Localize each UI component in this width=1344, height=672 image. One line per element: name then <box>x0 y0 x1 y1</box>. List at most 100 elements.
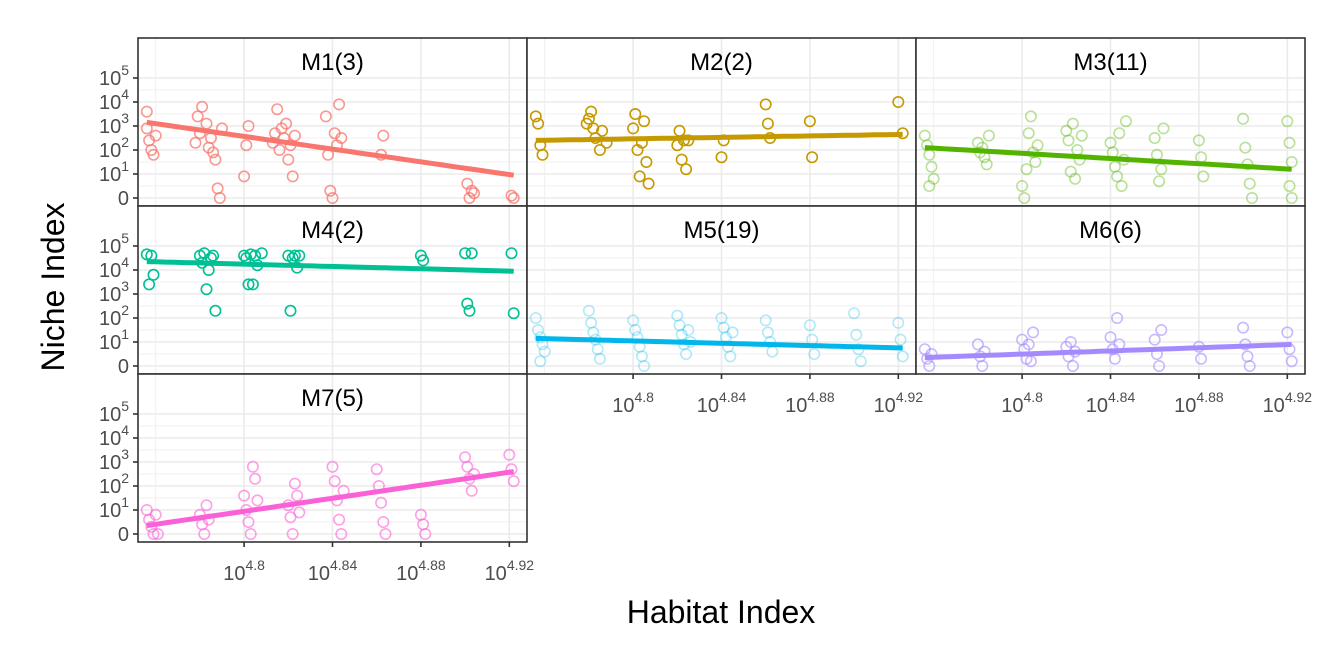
data-point <box>529 110 542 123</box>
fit-line <box>146 259 514 274</box>
data-point <box>582 304 595 317</box>
data-point <box>585 105 598 118</box>
data-point <box>291 489 304 502</box>
data-point <box>370 463 383 476</box>
facet-panel: M2(2) <box>526 37 917 207</box>
data-point <box>629 323 642 336</box>
data-point <box>1018 192 1031 205</box>
panel-label: M2(2) <box>690 49 753 76</box>
x-tick-label: 104.84 <box>697 389 747 417</box>
data-point <box>1115 180 1128 193</box>
data-point <box>1060 124 1073 137</box>
y-tick-label: 105 <box>99 230 129 258</box>
x-tick-label: 104.88 <box>785 389 835 417</box>
y-tick-label: 104 <box>99 422 129 450</box>
data-point <box>1066 117 1079 130</box>
data-point <box>1022 338 1035 351</box>
data-point <box>976 359 989 372</box>
data-point <box>627 314 640 327</box>
data-point <box>191 110 204 123</box>
data-point <box>1153 175 1166 188</box>
panel-label: M4(2) <box>301 217 364 244</box>
data-point <box>635 350 648 363</box>
data-point <box>1108 352 1121 365</box>
data-point <box>1069 172 1082 185</box>
data-point <box>585 316 598 329</box>
data-point <box>759 98 772 111</box>
data-point <box>507 307 520 320</box>
data-point <box>1283 136 1296 149</box>
data-point <box>532 117 545 130</box>
data-point <box>582 112 595 125</box>
data-point <box>379 527 392 540</box>
data-point <box>246 460 259 473</box>
data-point <box>140 105 153 118</box>
data-point <box>288 249 301 262</box>
data-point <box>255 247 268 260</box>
data-point <box>1246 192 1259 205</box>
data-point <box>1237 112 1250 125</box>
panel-label: M5(19) <box>683 217 759 244</box>
data-point <box>282 153 295 166</box>
data-point <box>591 343 604 356</box>
data-point <box>848 307 861 320</box>
data-point <box>1243 359 1256 372</box>
data-point <box>286 170 299 183</box>
data-point <box>1031 139 1044 152</box>
data-point <box>1157 122 1170 135</box>
data-point <box>1024 110 1037 123</box>
data-point <box>465 484 478 497</box>
data-point <box>633 170 646 183</box>
data-point <box>463 304 476 317</box>
x-tick-label: 104.92 <box>485 557 535 585</box>
data-point <box>923 359 936 372</box>
y-tick-label: 103 <box>99 278 129 306</box>
data-point <box>326 460 339 473</box>
fit-line <box>146 469 515 529</box>
data-point <box>1108 160 1121 173</box>
data-point <box>759 314 772 327</box>
x-tick-label: 104.88 <box>1174 389 1224 417</box>
data-point <box>503 448 516 461</box>
data-point <box>675 153 688 166</box>
data-point <box>335 132 348 145</box>
y-tick-label: 101 <box>99 158 129 186</box>
x-tick-label: 104.84 <box>1086 389 1136 417</box>
data-point <box>803 115 816 128</box>
y-tick-label: 105 <box>99 398 129 426</box>
data-point <box>213 192 226 205</box>
data-point <box>923 180 936 193</box>
data-point <box>209 153 222 166</box>
data-point <box>467 187 480 200</box>
data-point <box>200 283 213 296</box>
y-tick-label: 102 <box>99 470 129 498</box>
data-point <box>1022 127 1035 140</box>
data-point <box>240 139 253 152</box>
data-point <box>293 506 306 519</box>
data-point <box>894 333 907 346</box>
data-point <box>1148 132 1161 145</box>
data-point <box>461 460 474 473</box>
data-point <box>419 527 432 540</box>
data-point <box>854 355 867 368</box>
x-tick-label: 104.8 <box>612 389 654 417</box>
data-point <box>465 184 478 197</box>
data-point <box>280 117 293 130</box>
data-point <box>971 136 984 149</box>
data-point <box>249 472 262 485</box>
fit-line <box>535 335 903 351</box>
fit-line <box>924 145 1292 172</box>
data-point <box>629 108 642 121</box>
data-point <box>1016 180 1029 193</box>
data-point <box>1153 359 1166 372</box>
data-point <box>273 144 286 157</box>
y-axis-title: Niche Index <box>35 203 71 372</box>
y-tick-label: 103 <box>99 446 129 474</box>
data-point <box>671 309 684 322</box>
panel-label: M6(6) <box>1079 217 1142 244</box>
data-point <box>143 278 156 291</box>
data-point <box>326 192 339 205</box>
data-point <box>803 319 816 332</box>
data-point <box>242 120 255 133</box>
